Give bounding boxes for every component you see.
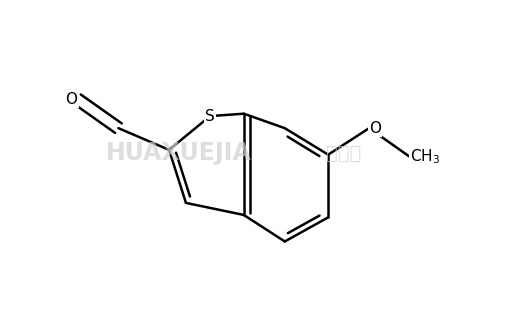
Text: S: S xyxy=(205,108,215,123)
Text: O: O xyxy=(369,121,381,136)
Text: HUAXUEJIA: HUAXUEJIA xyxy=(106,141,252,165)
Text: CH$_3$: CH$_3$ xyxy=(410,148,440,167)
Text: 化学加: 化学加 xyxy=(326,144,361,163)
Text: O: O xyxy=(65,92,78,107)
